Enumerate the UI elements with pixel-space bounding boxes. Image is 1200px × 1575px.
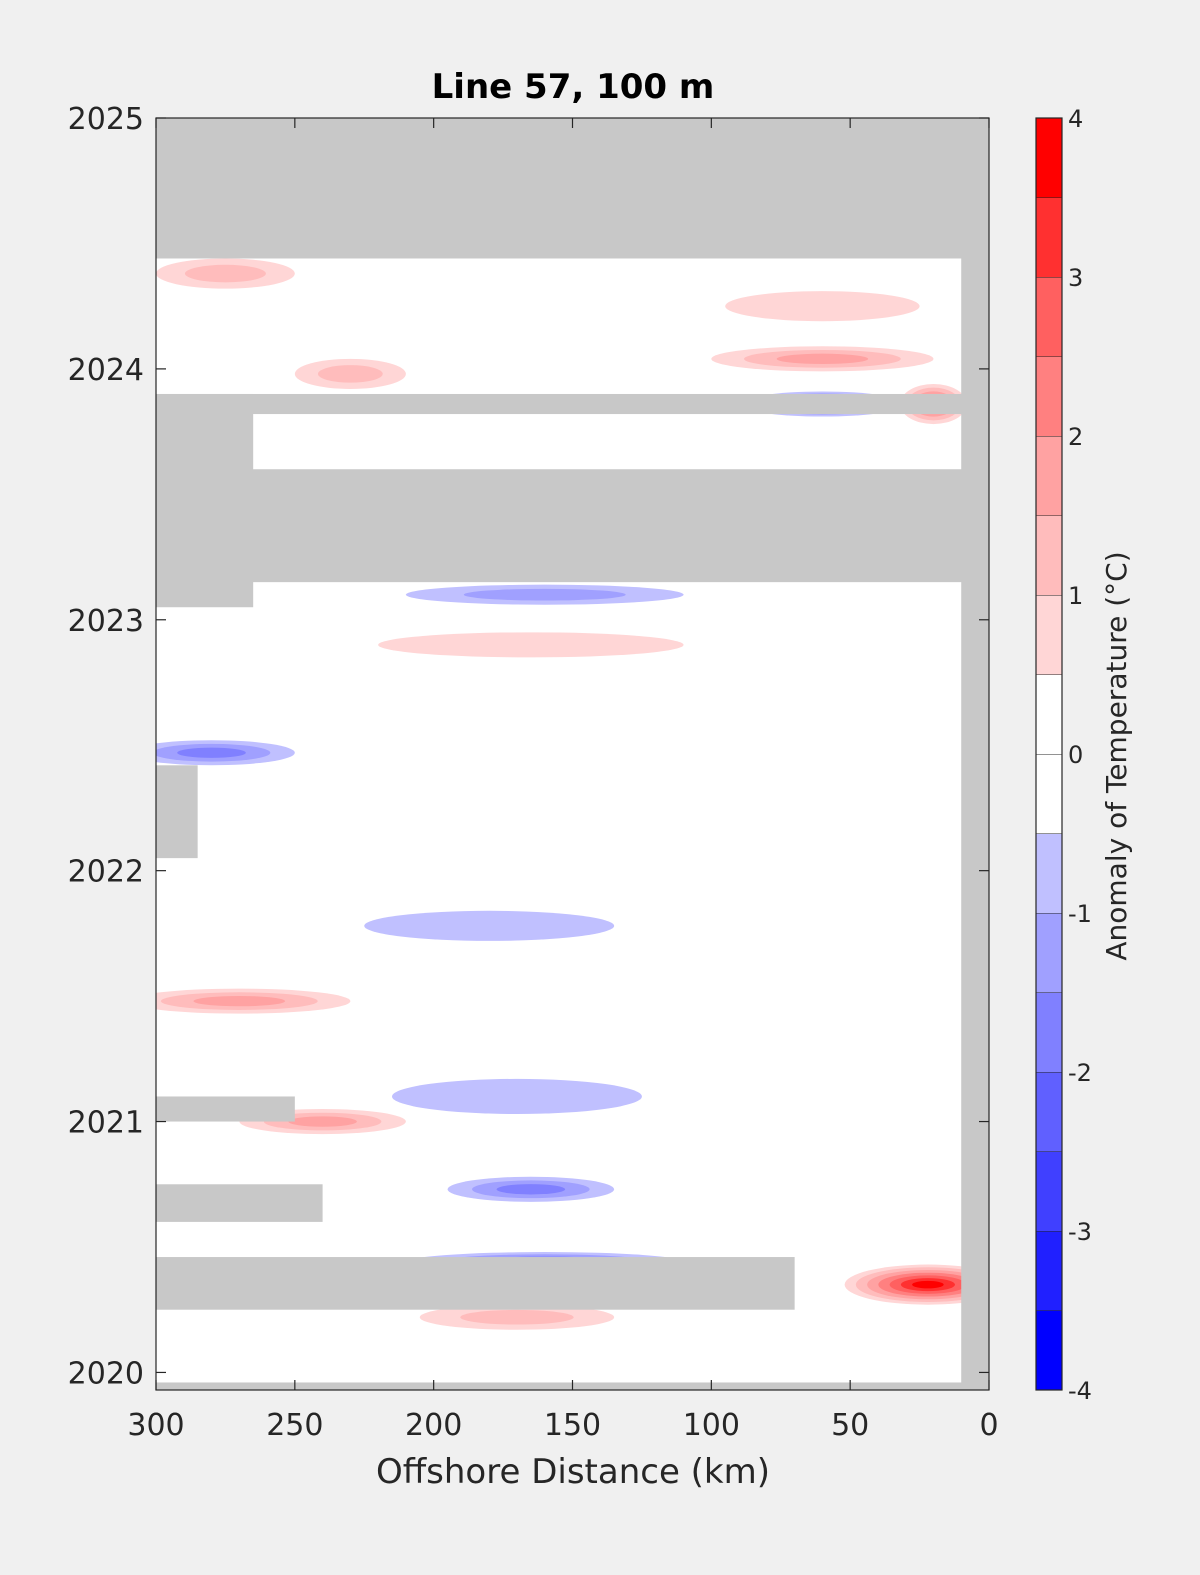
y-tick-label: 2023	[68, 604, 144, 639]
anomaly-level-2	[776, 353, 869, 365]
colorbar-tick-label: 3	[1068, 264, 1083, 292]
anomaly-feature-16	[419, 1304, 615, 1330]
colorbar-tick-label: 2	[1068, 423, 1083, 451]
colorbar-tick-label: 4	[1068, 105, 1083, 133]
no-data-region-0	[156, 118, 989, 259]
colorbar-level-11	[1036, 436, 1062, 516]
colorbar-tick-label: -3	[1068, 1218, 1092, 1246]
colorbar-level-7	[1036, 754, 1062, 834]
y-tick-label: 2021	[68, 1106, 144, 1141]
colorbar-label: Anomaly of Temperature (°C)	[1100, 551, 1133, 960]
anomaly-feature-9	[364, 910, 615, 941]
colorbar-frame	[1035, 117, 1063, 1391]
colorbar-level-5	[1036, 913, 1062, 993]
anomaly-level-2	[496, 1184, 566, 1195]
colorbar-level-13	[1036, 277, 1062, 357]
x-tick-label: 0	[979, 1408, 998, 1443]
anomaly-level-0	[725, 291, 920, 322]
x-tick-label: 250	[266, 1408, 323, 1443]
anomaly-feature-6	[405, 584, 684, 605]
anomaly-level-2	[177, 747, 246, 758]
colorbar-level-12	[1036, 356, 1062, 436]
colorbar-level-8	[1036, 674, 1062, 754]
y-tick-label: 2024	[68, 353, 144, 388]
colorbar-level-4	[1036, 992, 1062, 1072]
anomaly-level-2	[193, 995, 286, 1007]
x-tick-label: 50	[831, 1408, 869, 1443]
y-axis-ticks: 2020 2021 2022 2023 2024 2025	[68, 102, 989, 1391]
x-axis-ticks: 300 250 200 150 100 50 0	[127, 118, 999, 1443]
anomaly-level-0	[392, 1078, 642, 1115]
anomaly-feature-7	[378, 632, 684, 658]
colorbar-level-2	[1036, 1151, 1062, 1231]
x-tick-label: 100	[683, 1408, 740, 1443]
y-tick-label: 2022	[68, 855, 144, 890]
no-data-region-8	[156, 1257, 795, 1310]
x-tick-label: 300	[127, 1408, 184, 1443]
anomaly-feature-11	[392, 1078, 642, 1115]
plot-area	[155, 117, 990, 1391]
anomaly-feature-8	[156, 740, 295, 766]
no-data-region-6	[156, 1096, 295, 1122]
colorbar-tick-label: 0	[1068, 741, 1083, 769]
anomaly-level-0	[364, 910, 615, 941]
anomaly-level-0	[378, 632, 684, 658]
x-axis-label: Offshore Distance (km)	[376, 1452, 770, 1492]
no-data-region-2	[156, 393, 989, 415]
colorbar-level-3	[1036, 1072, 1062, 1152]
colorbar-level-10	[1036, 515, 1062, 595]
anomaly-feature-2	[711, 346, 934, 372]
no-data-region-4	[961, 118, 989, 1390]
colorbar-level-14	[1036, 197, 1062, 277]
anomaly-level-1	[463, 588, 626, 601]
y-tick-label: 2020	[68, 1356, 144, 1391]
colorbar-tick-label: -2	[1068, 1059, 1092, 1087]
anomaly-feature-10	[156, 988, 351, 1014]
anomaly-feature-13	[447, 1176, 615, 1202]
no-data-region-3	[156, 393, 254, 608]
colorbar-tick-label: -4	[1068, 1377, 1092, 1405]
x-tick-label: 200	[405, 1408, 462, 1443]
colorbar-level-15	[1036, 118, 1062, 198]
anomaly-level-1	[184, 264, 266, 283]
colorbar-level-9	[1036, 595, 1062, 675]
colorbar: -4 -3 -2 -1 0 1 2 3 4	[1035, 105, 1092, 1405]
chart-title: Line 57, 100 m	[432, 67, 715, 107]
no-data-region-5	[156, 765, 198, 859]
anomaly-feature-0	[156, 258, 295, 289]
anomaly-level-1	[460, 1309, 574, 1325]
anomaly-level-6	[912, 1280, 944, 1289]
y-tick-label: 2025	[68, 102, 144, 137]
plot-background	[156, 118, 989, 1390]
colorbar-level-1	[1036, 1231, 1062, 1311]
colorbar-tick-label: -1	[1068, 900, 1092, 928]
anomaly-feature-1	[725, 291, 920, 322]
no-data-region-7	[156, 1184, 323, 1222]
anomaly-feature-3	[294, 358, 406, 389]
colorbar-level-6	[1036, 833, 1062, 913]
no-data-region-1	[156, 469, 989, 583]
anomaly-level-1	[317, 365, 383, 383]
anomaly-level-2	[288, 1116, 357, 1127]
x-tick-label: 150	[544, 1408, 601, 1443]
colorbar-tick-label: 1	[1068, 582, 1083, 610]
colorbar-level-0	[1036, 1310, 1062, 1390]
anomaly-feature-15	[844, 1264, 989, 1305]
